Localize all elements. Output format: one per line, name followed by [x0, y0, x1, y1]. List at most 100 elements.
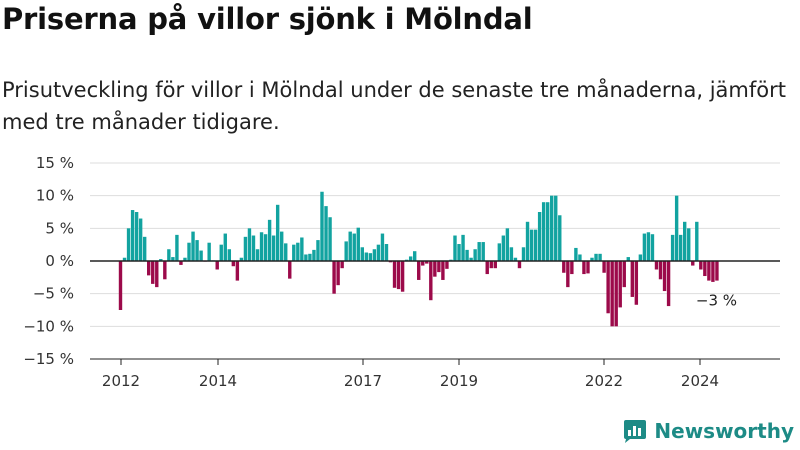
bar — [666, 261, 671, 307]
bar — [554, 195, 558, 261]
bar — [360, 247, 364, 261]
bar — [392, 261, 397, 288]
bar — [171, 257, 175, 261]
bar — [199, 250, 203, 261]
bar — [179, 261, 183, 265]
bar — [658, 261, 663, 280]
bar — [485, 261, 489, 275]
x-tick-label: 2017 — [344, 372, 382, 390]
bar — [687, 228, 691, 261]
y-tick-label: 0 % — [45, 252, 74, 270]
bar — [243, 236, 248, 261]
bar — [578, 254, 582, 261]
x-tick-label: 2024 — [681, 372, 719, 390]
bar — [187, 242, 191, 261]
bar — [602, 261, 606, 273]
bar — [259, 232, 264, 261]
bar — [650, 234, 655, 261]
bar — [356, 227, 360, 261]
bar — [493, 261, 497, 269]
bar — [147, 261, 151, 276]
bar — [296, 242, 300, 261]
bar — [481, 242, 485, 261]
bar — [138, 218, 143, 261]
bar — [284, 243, 288, 261]
bar — [231, 261, 236, 267]
bar — [324, 206, 328, 261]
bar — [130, 210, 135, 261]
bar — [372, 249, 377, 261]
bar — [223, 233, 227, 261]
bar — [332, 261, 336, 294]
bar — [533, 229, 538, 261]
bar — [271, 235, 276, 261]
bar — [304, 254, 308, 261]
bar — [614, 261, 618, 327]
bar — [537, 212, 542, 261]
y-tick-label: 5 % — [45, 219, 74, 237]
bar — [292, 244, 296, 261]
bar — [441, 261, 445, 280]
bar — [235, 261, 240, 281]
x-tick-label: 2014 — [199, 372, 237, 390]
bar — [670, 234, 675, 261]
bar — [336, 261, 340, 286]
bar — [219, 244, 223, 261]
bar — [562, 261, 566, 273]
bar — [267, 219, 272, 261]
bar — [638, 254, 643, 261]
bar — [566, 261, 570, 288]
bar — [505, 228, 510, 261]
bar — [429, 261, 433, 301]
bar — [509, 247, 514, 261]
bar — [151, 261, 155, 284]
bar — [497, 243, 502, 261]
bar — [678, 234, 683, 261]
bar — [501, 235, 506, 261]
x-axis-ticks: 2012 2014 2017 2019 2022 2024 — [102, 359, 719, 390]
bar — [606, 261, 610, 314]
bar — [453, 235, 457, 261]
bar — [521, 247, 526, 261]
bar — [662, 261, 667, 292]
bar — [513, 257, 518, 261]
bar — [598, 253, 602, 261]
bar — [215, 261, 219, 270]
bar — [590, 257, 594, 261]
bar — [408, 256, 413, 261]
bar — [126, 228, 131, 261]
bar — [691, 261, 695, 266]
bar — [376, 244, 381, 261]
bar — [251, 235, 256, 261]
bar — [683, 221, 687, 261]
bar — [465, 249, 469, 261]
bar — [642, 233, 647, 261]
y-tick-label: 10 % — [36, 187, 74, 205]
bar — [634, 261, 639, 305]
bar — [167, 249, 171, 261]
latest-value-annotation: −3 % — [696, 292, 737, 310]
bar — [674, 195, 679, 261]
x-tick-label: 2022 — [585, 372, 623, 390]
bar — [288, 261, 292, 279]
bar — [175, 234, 179, 261]
bar — [711, 261, 715, 282]
chart-subtitle: Prisutveckling för villor i Mölndal unde… — [2, 78, 786, 134]
bar — [155, 261, 159, 288]
bar — [630, 261, 635, 297]
bar — [134, 212, 139, 261]
bar — [142, 236, 147, 261]
bar — [517, 261, 522, 269]
bar — [421, 261, 425, 266]
bar — [328, 217, 332, 261]
x-tick-label: 2012 — [102, 372, 140, 390]
bar — [529, 229, 534, 261]
bars — [118, 191, 719, 327]
bar — [558, 215, 562, 261]
bar — [582, 261, 586, 275]
bar — [380, 233, 385, 261]
chart-title: Priserna på villor sjönk i Mölndal — [2, 2, 533, 36]
bar — [312, 249, 316, 261]
